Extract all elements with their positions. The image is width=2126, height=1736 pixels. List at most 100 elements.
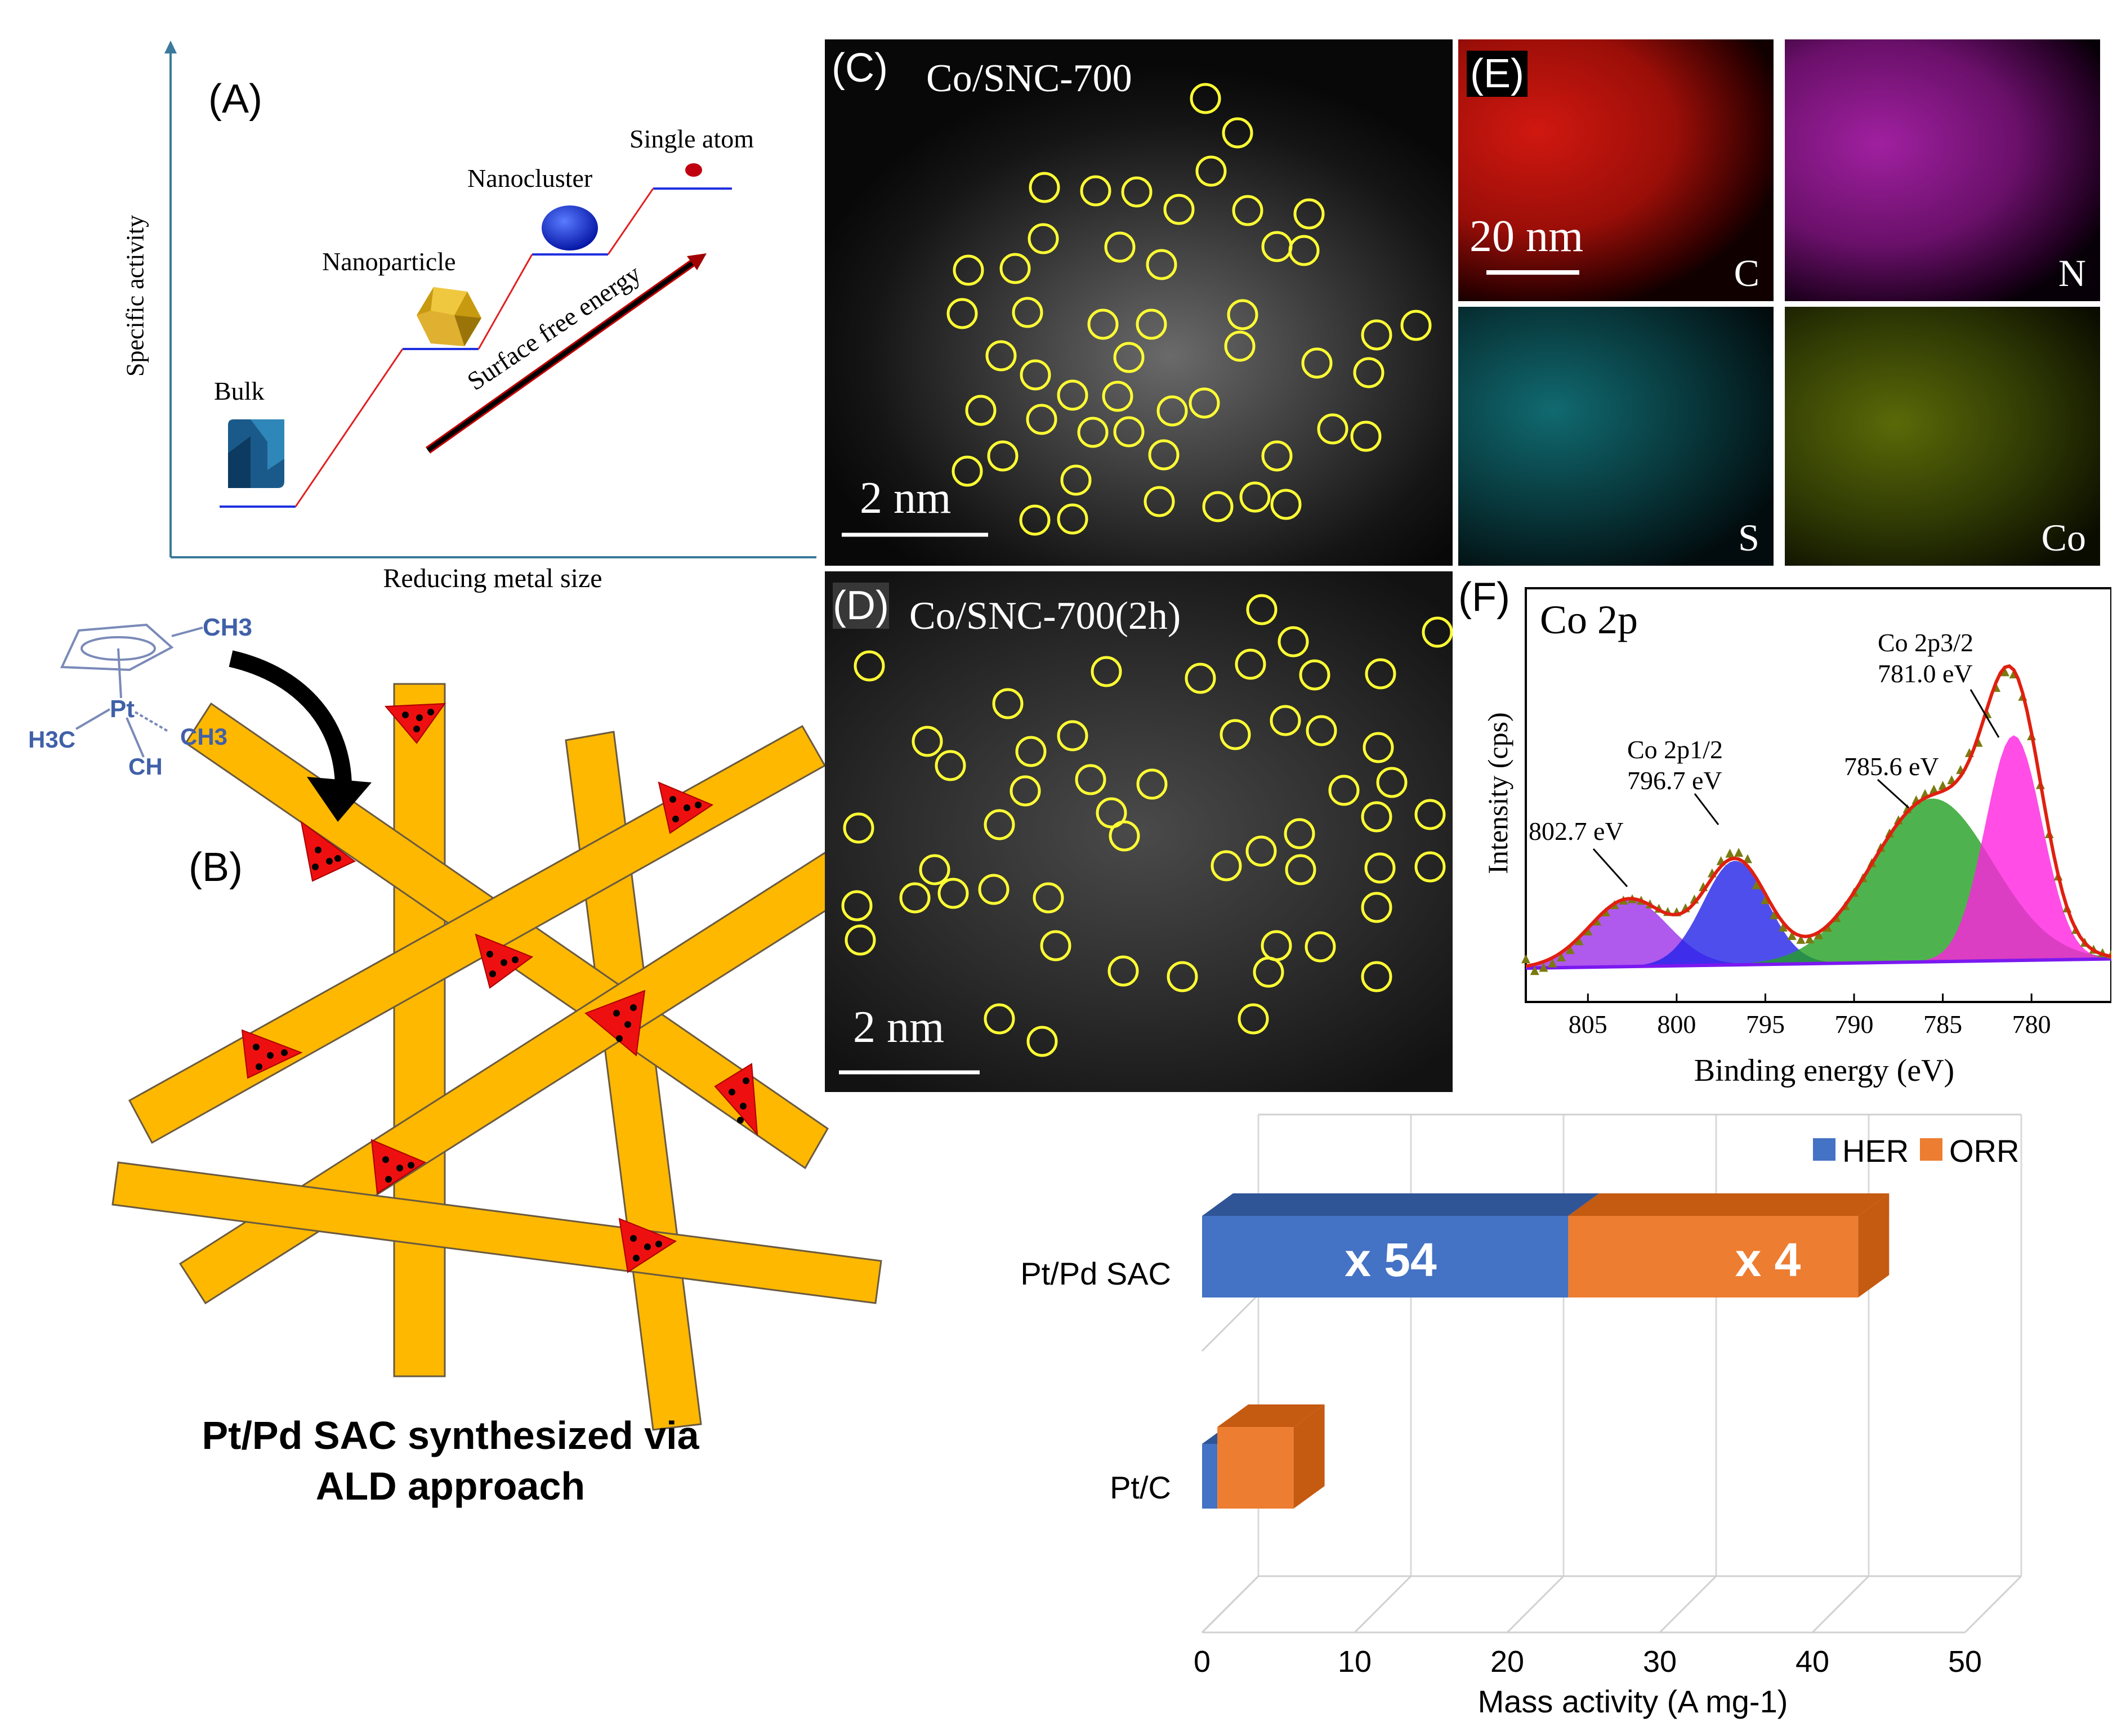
xps-data-point: [1929, 784, 1939, 794]
xps-data-point: [1574, 936, 1584, 946]
xps-data-point: [1548, 958, 1557, 968]
xps-data-point: [1778, 922, 1788, 932]
map-c-label: C: [1734, 252, 1759, 294]
nanocluster-sphere-icon: [542, 205, 598, 250]
molecule-ch3-right: CH3: [180, 723, 228, 750]
bar-tick-label: 0: [1194, 1645, 1211, 1679]
label-orr-x4: x 4: [1735, 1233, 1801, 1286]
xps-data-point: [1583, 926, 1593, 936]
panel-f-title-text: Co 2p: [1540, 597, 1638, 642]
bar-side: [1293, 1404, 1325, 1509]
a-step-nanocluster: Nanocluster: [467, 164, 593, 193]
xps-tick-label: 780: [2012, 1010, 2051, 1039]
xps-ann-2p32: Co 2p3/2: [1878, 628, 1973, 657]
a-step-bulk: Bulk: [214, 377, 265, 405]
bar-tick-label: 40: [1796, 1645, 1829, 1679]
xps-ann-2p12: Co 2p1/2: [1627, 735, 1723, 764]
molecule-ch-bottom: CH: [128, 753, 163, 780]
nanoparticle-hexagon-icon: [417, 287, 481, 346]
xps-tick-label: 790: [1835, 1010, 1874, 1039]
map-co-label: Co: [2041, 516, 2086, 559]
bar-orr-0: [1568, 1216, 1859, 1297]
bar-tick-label: 10: [1338, 1645, 1372, 1679]
legend-her-label: HER: [1842, 1133, 1909, 1169]
xps-fit-envelope: [1525, 664, 2111, 968]
legend-her-swatch: [1813, 1138, 1835, 1161]
mass-activity-chart: 0 10 20 30 40 50: [1194, 1113, 2022, 1679]
xps-data-point: [1938, 781, 1948, 790]
xps-data-point: [1521, 954, 1530, 964]
xps-data-point: [1725, 848, 1735, 858]
panel-a: (A) Specific activity Reducing metal siz…: [113, 34, 816, 593]
panel-b-tag: (B): [189, 845, 243, 890]
xps-data-point: [1814, 930, 1823, 939]
panel-c-scale: 2 nm: [860, 473, 952, 523]
panel-f: 805 800 795 790 785 780 (F) Co 2p 802.7 eV Co…: [1458, 574, 2111, 1109]
bar-gridline: [1811, 1575, 1870, 1634]
bar-gridline: [1354, 1575, 1412, 1634]
panel-d-tag: (D): [833, 583, 889, 629]
map-s-label: S: [1738, 516, 1759, 559]
label-her-x54: x 54: [1345, 1233, 1437, 1286]
panel-e-tag: (E): [1467, 51, 1527, 97]
bar-gridline: [1964, 1575, 2022, 1634]
xps-data-point: [1557, 952, 1566, 962]
molecule-h3c: H3C: [28, 726, 76, 753]
xps-x-label: Binding energy (eV): [1694, 1053, 1955, 1088]
xps-ann-796: 796.7 eV: [1627, 766, 1722, 795]
xps-ann-785: 785.6 eV: [1844, 752, 1939, 781]
curved-arrow-icon: [229, 650, 352, 789]
map-co: Co: [1785, 307, 2100, 566]
xps-ann-802: 802.7 eV: [1529, 817, 1624, 845]
single-atom-icon: [685, 163, 702, 177]
bar-gridline: [1506, 1575, 1565, 1634]
xps-tick-label: 800: [1657, 1010, 1696, 1039]
xps-frame: [1525, 587, 2111, 1003]
panel-f-title: Co 2p: [1540, 597, 1638, 643]
xps-data-point: [1734, 848, 1744, 857]
category-ptpd-sac: Pt/Pd SAC: [1020, 1256, 1171, 1291]
a-step-single-atom: Single atom: [629, 124, 754, 153]
xps-data-point: [1743, 854, 1752, 863]
xps-data-point: [1805, 934, 1815, 943]
bar-top-orr: [1568, 1193, 1890, 1216]
bar-tick-label: 30: [1643, 1645, 1677, 1679]
xps-data-point: [1787, 930, 1797, 940]
panel-e-scale-bar: [1486, 270, 1579, 275]
panel-a-tag: (A): [208, 77, 262, 122]
xps-data-point: [1761, 895, 1770, 905]
nanowire-network: [60, 623, 882, 1431]
xps-data-point: [2000, 667, 2009, 677]
panel-b-caption-1: Pt/Pd SAC synthesized via: [202, 1413, 699, 1457]
xps-peak-0: [1526, 899, 2111, 968]
panel-e: C N S Co (E) 20 nm: [1458, 39, 2100, 566]
a-y-axis-label: Specific activity: [121, 214, 149, 377]
legend-orr-swatch: [1920, 1138, 1942, 1161]
bulk-cube-icon: [228, 419, 284, 488]
panel-d-scale: 2 nm: [853, 1003, 945, 1052]
panel-c-tag: (C): [832, 46, 888, 91]
molecule-ch3-top: CH3: [203, 614, 253, 641]
xps-ann-781: 781.0 eV: [1878, 659, 1973, 688]
xps-data-point: [1530, 966, 1539, 976]
panel-c-title: Co/SNC-700: [926, 57, 1132, 100]
bar-tick-label: 20: [1490, 1645, 1524, 1679]
map-n: N: [1785, 39, 2100, 301]
panel-d-tem: (D) Co/SNC-700(2h) 2 nm: [825, 571, 1453, 1092]
xps-data-point: [1796, 934, 1806, 944]
panel-d-title: Co/SNC-700(2h): [909, 594, 1181, 638]
xps-chart: 805 800 795 790 785 780: [1521, 587, 2111, 1039]
bar-x-label: Mass activity (A mg-1): [1477, 1684, 1788, 1719]
xps-data-point: [1770, 910, 1779, 919]
a-x-axis-label: Reducing metal size: [383, 563, 602, 593]
bar-side: [1858, 1193, 1890, 1297]
molecule-pt: Pt: [110, 695, 135, 723]
bar-gridline: [1659, 1575, 1717, 1634]
xps-tick-label: 795: [1746, 1010, 1785, 1039]
bar-orr-1: [1217, 1427, 1294, 1509]
panel-e-scale: 20 nm: [1470, 212, 1584, 261]
category-ptc: Pt/C: [1110, 1470, 1171, 1505]
panel-g: 0 10 20 30 40 50 HER ORR Pt/Pd SAC Pt/C x 54 …: [957, 1103, 2126, 1736]
xps-y-label: Intensity (cps): [1482, 712, 1513, 874]
panel-b-caption-2: ALD approach: [315, 1464, 586, 1508]
